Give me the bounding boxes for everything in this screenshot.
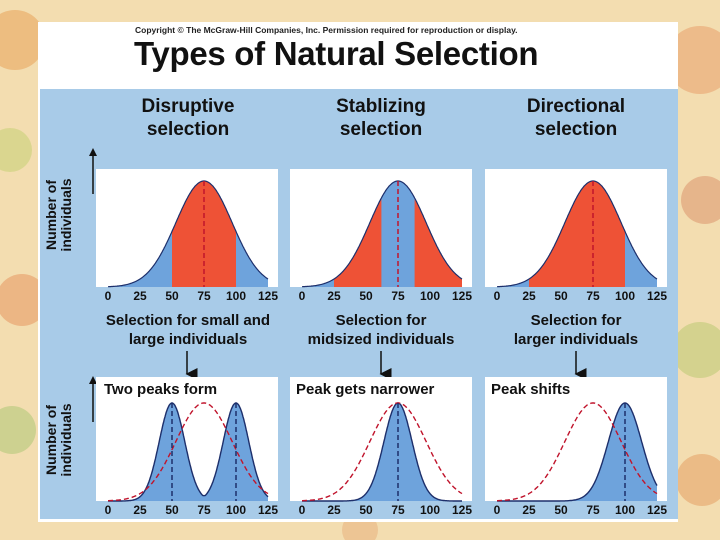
x-tick-label: 25 <box>133 503 147 515</box>
x-tick-label: 75 <box>197 503 211 515</box>
x-tick-label: 125 <box>647 503 667 515</box>
x-tick-label: 75 <box>391 503 405 515</box>
selected-against-area-left <box>334 198 382 287</box>
original-curve-dashed <box>108 402 269 502</box>
plot-disruptive-before: 0 25 50 75 100 125 <box>96 169 278 301</box>
plot-directional-after: Peak shifts 0 25 50 75 100 125 <box>485 377 667 515</box>
population-curve <box>108 180 269 288</box>
x-tick-label: 50 <box>554 503 568 515</box>
caption-disruptive: Selection for small and large individuals <box>105 312 271 348</box>
result-label: Peak shifts <box>491 381 570 398</box>
column-title-directional: Directional selection <box>526 96 626 140</box>
x-tick-label: 100 <box>226 503 246 515</box>
x-tick-label: 0 <box>105 289 112 301</box>
x-tick-label: 50 <box>359 289 373 301</box>
x-tick-label: 125 <box>647 289 667 301</box>
x-tick-label: 125 <box>452 503 472 515</box>
x-tick-label: 0 <box>299 289 306 301</box>
x-tick-label: 100 <box>420 503 440 515</box>
x-tick-label: 25 <box>133 289 147 301</box>
x-tick-label: 75 <box>391 289 405 301</box>
after-selection-area <box>108 403 268 501</box>
copyright-notice: Copyright © The McGraw-Hill Companies, I… <box>135 25 518 35</box>
after-selection-curve <box>302 402 462 502</box>
column-title-stabilizing: Stablizing selection <box>336 96 426 140</box>
plot-disruptive-after-svg: Two peaks form 0 25 50 75 100 125 <box>96 377 278 515</box>
original-curve-dashed <box>302 402 463 502</box>
y-axis-arrowhead-bottom <box>89 376 97 384</box>
x-tick-label: 100 <box>615 289 635 301</box>
after-selection-curve <box>108 402 269 502</box>
after-selection-area <box>497 403 657 501</box>
x-tick-label: 25 <box>327 503 341 515</box>
plot-stabilizing-after-svg: Peak gets narrower 0 25 50 75 100 125 <box>290 377 472 515</box>
diagram-panel: Disruptive selection Stablizing selection … <box>40 89 678 519</box>
x-tick-label: 25 <box>327 289 341 301</box>
x-tick-label: 125 <box>452 289 472 301</box>
plot-disruptive-before-svg: 0 25 50 75 100 125 <box>96 169 278 301</box>
plot-directional-after-svg: Peak shifts 0 25 50 75 100 125 <box>485 377 667 515</box>
x-tick-label: 100 <box>615 503 635 515</box>
after-selection-curve <box>497 402 658 502</box>
x-tick-label: 75 <box>586 503 600 515</box>
x-tick-label: 50 <box>165 503 179 515</box>
population-curve <box>497 180 658 288</box>
plot-directional-before-svg: 0 25 50 75 100 125 <box>485 169 667 301</box>
x-tick-label: 100 <box>420 289 440 301</box>
page-title: Types of Natural Selection <box>134 35 539 72</box>
original-curve-dashed <box>497 402 658 502</box>
x-tick-label: 125 <box>258 289 278 301</box>
arrows-layer <box>89 148 587 422</box>
x-tick-label: 0 <box>494 503 501 515</box>
x-tick-label: 50 <box>554 289 568 301</box>
x-tick-label: 75 <box>586 289 600 301</box>
population-curve <box>302 180 463 288</box>
plot-directional-before: 0 25 50 75 100 125 <box>485 169 667 301</box>
caption-stabilizing: Selection for midsized individuals <box>307 312 455 348</box>
x-tick-label: 50 <box>165 289 179 301</box>
column-title-disruptive: Disruptive selection <box>141 96 235 140</box>
plot-stabilizing-after: Peak gets narrower 0 25 50 75 100 125 <box>290 377 472 515</box>
x-tick-label: 75 <box>197 289 211 301</box>
result-label: Two peaks form <box>104 381 217 398</box>
diagram-card: Copyright © The McGraw-Hill Companies, I… <box>38 22 678 522</box>
selected-against-area <box>529 181 625 287</box>
x-tick-label: 0 <box>105 503 112 515</box>
plot-disruptive-after: Two peaks form 0 25 50 75 100 125 <box>96 377 278 515</box>
result-label: Peak gets narrower <box>296 381 435 398</box>
x-tick-label: 25 <box>522 289 536 301</box>
plot-stabilizing-before-svg: 0 25 50 75 100 125 <box>290 169 472 301</box>
caption-directional: Selection for larger individuals <box>513 312 639 348</box>
x-tick-label: 0 <box>494 289 501 301</box>
y-axis-arrowhead-top <box>89 148 97 156</box>
x-tick-label: 125 <box>258 503 278 515</box>
x-tick-label: 50 <box>359 503 373 515</box>
x-tick-label: 0 <box>299 503 306 515</box>
selected-against-area-right <box>414 198 462 287</box>
plot-stabilizing-before: 0 25 50 75 100 125 <box>290 169 472 301</box>
x-tick-label: 100 <box>226 289 246 301</box>
x-tick-label: 25 <box>522 503 536 515</box>
